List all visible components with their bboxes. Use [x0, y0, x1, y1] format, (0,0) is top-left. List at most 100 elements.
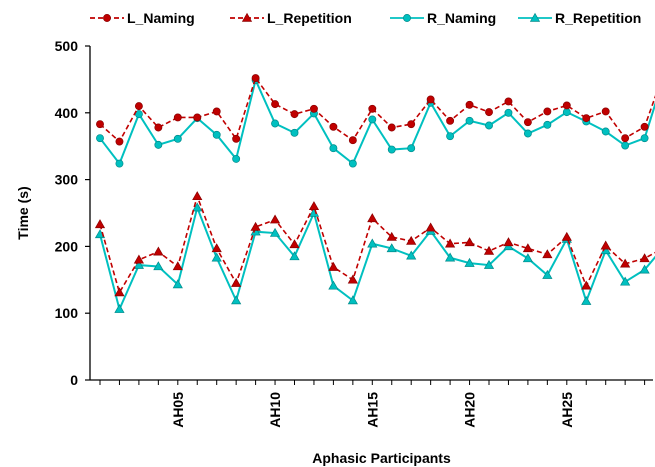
- data-point: [542, 249, 553, 259]
- data-point: [639, 253, 650, 263]
- data-point: [504, 108, 513, 117]
- legend-label: L_Naming: [127, 10, 195, 26]
- data-point: [581, 295, 592, 305]
- data-point: [601, 107, 610, 116]
- x-axis-ticks: AH05AH10AH15AH20AH25AH30: [99, 380, 646, 428]
- series-line: [99, 76, 655, 143]
- data-point: [154, 123, 163, 132]
- axes: [89, 46, 653, 381]
- data-point: [173, 134, 182, 143]
- data-point: [329, 144, 338, 153]
- x-axis-title: Aphasic Participants: [312, 450, 451, 466]
- data-point: [543, 120, 552, 129]
- data-point: [232, 134, 241, 143]
- data-point: [133, 259, 145, 269]
- x-tick-label: AH20: [462, 392, 478, 428]
- data-point: [464, 257, 475, 267]
- data-point: [562, 101, 571, 110]
- legend-item: L_Repetition: [230, 10, 352, 26]
- data-point: [347, 295, 358, 305]
- data-point: [483, 259, 495, 269]
- legend-marker: [103, 14, 111, 22]
- data-point: [446, 116, 455, 125]
- data-point: [231, 295, 242, 305]
- data-point: [211, 243, 222, 253]
- data-point: [153, 246, 164, 256]
- data-point: [386, 243, 397, 253]
- data-point: [290, 110, 299, 119]
- series-line: [99, 193, 655, 295]
- data-point: [232, 154, 241, 163]
- data-point: [444, 238, 456, 248]
- data-point: [289, 239, 300, 249]
- x-tick-label: AH15: [364, 392, 380, 428]
- plot-area: [94, 74, 655, 313]
- data-point: [348, 159, 357, 168]
- data-point: [621, 134, 630, 143]
- y-tick-label: 200: [55, 238, 79, 254]
- legend-label: R_Repetition: [555, 10, 641, 26]
- data-point: [561, 231, 572, 241]
- data-point: [386, 231, 397, 241]
- data-point: [367, 238, 378, 248]
- legend: L_Naming L_Repetition R_Naming R_Repetition: [90, 10, 641, 26]
- data-point: [212, 130, 221, 139]
- data-point: [621, 141, 630, 150]
- data-point: [211, 252, 222, 262]
- data-point: [407, 144, 416, 153]
- data-point: [193, 113, 202, 122]
- data-point: [114, 303, 125, 313]
- data-point: [347, 274, 358, 284]
- legend-item: R_Repetition: [518, 10, 641, 26]
- legend-marker: [529, 12, 541, 22]
- series-line: [99, 204, 655, 313]
- data-point: [523, 118, 532, 127]
- data-point: [231, 277, 242, 287]
- data-point: [523, 129, 532, 138]
- data-point: [485, 121, 493, 130]
- data-point: [444, 252, 456, 262]
- data-point: [172, 279, 183, 289]
- data-point: [407, 120, 416, 129]
- data-point: [269, 227, 281, 237]
- legend-item: R_Naming: [390, 10, 496, 26]
- y-tick-label: 300: [55, 172, 79, 188]
- data-point: [328, 280, 339, 290]
- data-point: [562, 108, 571, 117]
- data-point: [543, 107, 552, 116]
- data-point: [446, 132, 455, 141]
- data-point: [639, 264, 650, 274]
- x-tick-label: AH25: [559, 392, 575, 428]
- data-point: [485, 108, 493, 117]
- data-point: [406, 250, 417, 260]
- x-tick-label: AH05: [170, 392, 186, 428]
- data-point: [504, 97, 513, 106]
- data-point: [173, 113, 182, 122]
- legend-label: R_Naming: [427, 10, 496, 26]
- y-tick-label: 0: [70, 372, 78, 388]
- data-point: [212, 107, 221, 116]
- data-point: [289, 251, 300, 261]
- legend-item: L_Naming: [90, 10, 195, 26]
- data-point: [465, 116, 474, 125]
- data-point: [153, 261, 164, 271]
- data-point: [387, 145, 396, 154]
- data-point: [94, 219, 106, 229]
- data-point: [425, 222, 436, 232]
- legend-marker: [403, 14, 411, 22]
- data-point: [271, 100, 279, 109]
- data-point: [640, 134, 649, 143]
- data-point: [133, 254, 145, 264]
- data-point: [115, 159, 124, 168]
- y-tick-label: 100: [55, 305, 79, 321]
- data-point: [464, 237, 475, 247]
- data-point: [96, 120, 104, 129]
- data-point: [368, 104, 377, 113]
- data-point: [426, 95, 435, 104]
- data-point: [483, 245, 495, 255]
- y-tick-label: 400: [55, 105, 79, 121]
- data-point: [115, 137, 124, 146]
- data-point: [640, 122, 649, 131]
- data-point: [465, 100, 474, 109]
